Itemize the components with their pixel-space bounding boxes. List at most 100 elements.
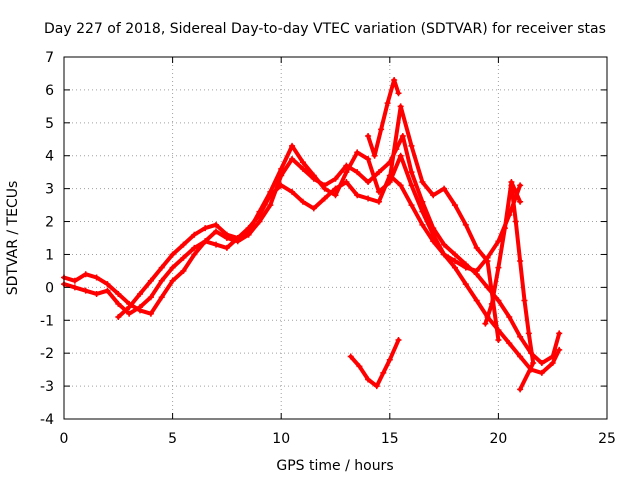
data-point bbox=[267, 188, 274, 195]
data-series bbox=[61, 77, 563, 393]
data-point bbox=[506, 313, 513, 320]
data-point bbox=[484, 258, 491, 265]
data-point bbox=[115, 300, 122, 307]
data-point bbox=[451, 258, 458, 265]
data-point bbox=[451, 202, 458, 209]
data-point bbox=[462, 281, 469, 288]
data-point bbox=[371, 152, 378, 159]
x-tick-label: 0 bbox=[60, 431, 69, 447]
data-point bbox=[332, 175, 339, 182]
chart-title: Day 227 of 2018, Sidereal Day-to-day VTE… bbox=[44, 21, 606, 37]
data-point bbox=[321, 195, 328, 202]
data-point bbox=[347, 353, 354, 360]
data-point bbox=[343, 169, 350, 176]
data-point bbox=[147, 310, 154, 317]
data-point bbox=[310, 205, 317, 212]
data-point bbox=[332, 192, 339, 199]
data-point bbox=[213, 221, 220, 228]
data-point bbox=[495, 238, 502, 245]
data-point bbox=[530, 360, 537, 367]
y-tick-label: -2 bbox=[40, 346, 54, 362]
data-point bbox=[408, 169, 415, 176]
data-point bbox=[488, 300, 495, 307]
data-point bbox=[506, 340, 513, 347]
data-point bbox=[234, 235, 241, 241]
data-point bbox=[71, 277, 78, 284]
y-tick-label: 7 bbox=[45, 50, 54, 66]
data-point bbox=[365, 195, 372, 202]
data-point bbox=[147, 294, 154, 301]
data-point bbox=[482, 320, 489, 327]
data-point bbox=[256, 218, 263, 225]
data-point bbox=[408, 202, 415, 209]
y-axis-label: SDTVAR / TECUs bbox=[5, 181, 21, 296]
data-point bbox=[375, 198, 382, 205]
data-point bbox=[169, 251, 176, 258]
series-trace-h bbox=[508, 182, 537, 393]
data-point bbox=[343, 179, 350, 186]
data-point bbox=[380, 369, 387, 376]
data-point bbox=[517, 198, 524, 205]
data-point bbox=[538, 369, 545, 376]
data-point bbox=[104, 281, 111, 288]
data-point bbox=[93, 274, 100, 281]
data-point bbox=[299, 159, 306, 166]
data-point bbox=[473, 267, 480, 274]
data-point bbox=[267, 202, 274, 209]
data-point bbox=[158, 277, 165, 284]
data-point bbox=[115, 290, 122, 297]
data-point bbox=[462, 264, 469, 271]
data-point bbox=[365, 132, 372, 139]
data-point bbox=[451, 251, 458, 258]
data-point bbox=[495, 297, 502, 304]
data-point bbox=[126, 304, 133, 311]
data-point bbox=[419, 221, 426, 228]
data-point bbox=[517, 386, 524, 393]
data-point bbox=[354, 149, 361, 156]
data-point bbox=[278, 182, 285, 189]
data-point bbox=[82, 271, 89, 278]
data-point bbox=[508, 182, 515, 189]
data-point bbox=[441, 251, 448, 258]
data-point bbox=[202, 225, 209, 232]
series-line bbox=[116, 143, 523, 319]
data-point bbox=[538, 360, 545, 367]
y-tick-label: 1 bbox=[45, 247, 54, 263]
series-trace-b bbox=[61, 172, 563, 376]
y-tick-label: 5 bbox=[45, 116, 54, 132]
data-point bbox=[384, 100, 391, 107]
axis-ticks: 0 5 10 15 20 25 -4 -3 -2 -1 0 1 2 3 4 5 6 7 bbox=[40, 50, 616, 447]
series-trace-d bbox=[386, 103, 502, 344]
data-point bbox=[399, 132, 406, 139]
y-tick-label: -3 bbox=[40, 379, 54, 395]
data-point bbox=[473, 244, 480, 251]
data-point bbox=[397, 182, 404, 189]
data-point bbox=[373, 383, 380, 390]
y-tick-label: 2 bbox=[45, 215, 54, 231]
data-point bbox=[441, 185, 448, 192]
data-point bbox=[365, 156, 372, 163]
x-axis-label: GPS time / hours bbox=[276, 458, 393, 474]
data-point bbox=[71, 284, 78, 291]
series-line bbox=[62, 173, 562, 375]
data-point bbox=[495, 337, 502, 344]
y-tick-label: -1 bbox=[40, 313, 54, 329]
data-point bbox=[419, 179, 426, 186]
data-point bbox=[115, 313, 122, 320]
data-point bbox=[441, 241, 448, 248]
series-trace-c bbox=[115, 142, 524, 320]
data-point bbox=[158, 294, 165, 301]
data-point bbox=[299, 165, 306, 172]
data-point bbox=[419, 208, 426, 215]
data-point bbox=[397, 103, 404, 110]
x-tick-label: 5 bbox=[168, 431, 177, 447]
data-point bbox=[451, 264, 458, 271]
x-tick-label: 15 bbox=[381, 431, 399, 447]
data-point bbox=[386, 356, 393, 363]
data-point bbox=[137, 304, 144, 311]
data-point bbox=[321, 185, 328, 192]
data-point bbox=[397, 152, 404, 159]
y-tick-label: 0 bbox=[45, 280, 54, 296]
data-point bbox=[169, 277, 176, 284]
